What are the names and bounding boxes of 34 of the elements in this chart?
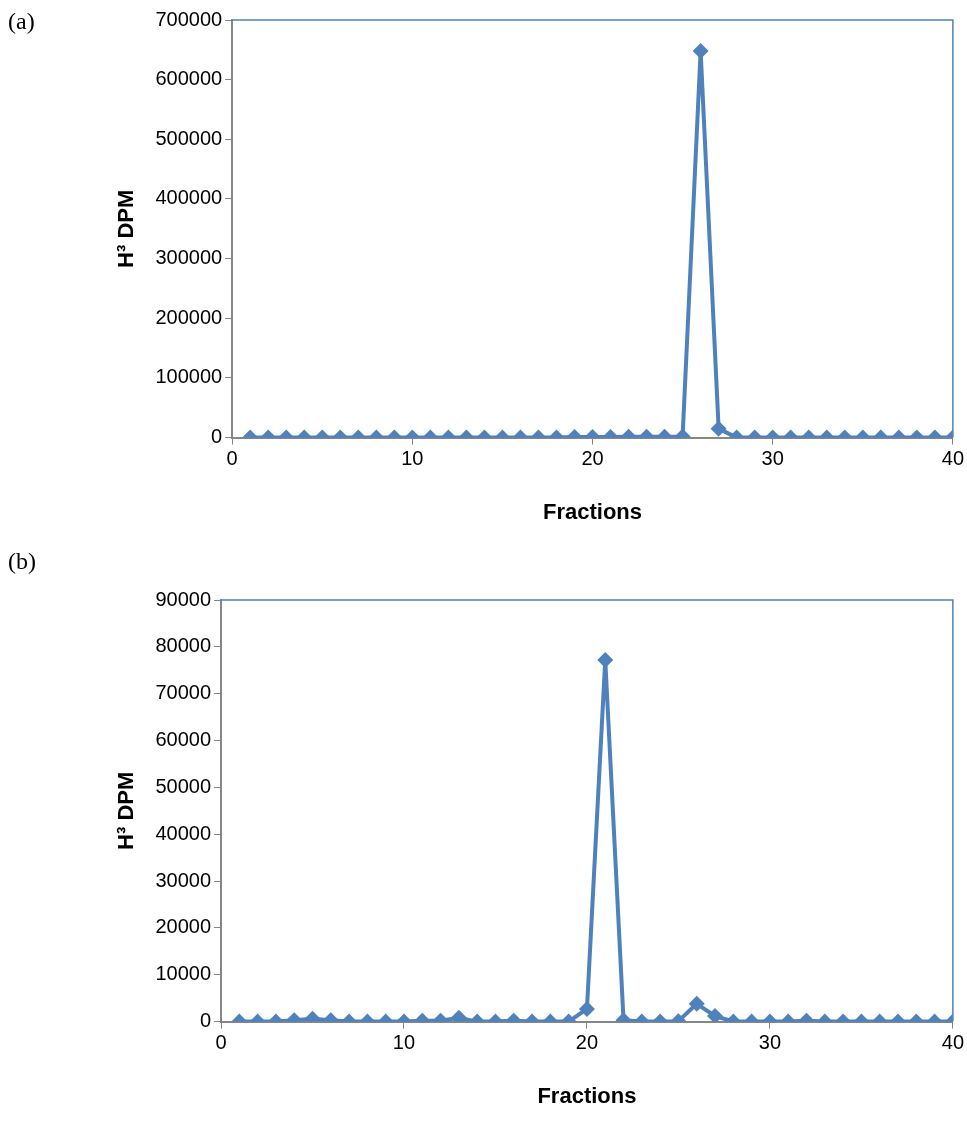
text: (b) bbox=[8, 548, 36, 575]
point bbox=[597, 651, 614, 668]
y-tick-label: 0 bbox=[199, 1009, 212, 1032]
y-tick-label: 10000 bbox=[155, 962, 212, 985]
y-tick-label: 80000 bbox=[155, 634, 212, 657]
x-axis-title: Fractions bbox=[537, 1082, 637, 1108]
y-axis-title: H³ DPM bbox=[113, 189, 139, 268]
y-tick-label: 700000 bbox=[155, 7, 223, 30]
text: (a) bbox=[8, 8, 35, 35]
y-tick-label: 60000 bbox=[155, 728, 212, 751]
x-tick-label: 0 bbox=[226, 447, 238, 470]
x-tick-label: 30 bbox=[758, 1031, 782, 1054]
y-tick-label: 500000 bbox=[155, 126, 223, 149]
y-tick-label: 50000 bbox=[155, 774, 212, 797]
y-tick-label: 300000 bbox=[155, 246, 223, 269]
x-tick-label: 20 bbox=[575, 1031, 599, 1054]
y-tick-label: 600000 bbox=[155, 67, 223, 90]
x-axis-title: Fractions bbox=[542, 498, 643, 524]
x-tick-label: 40 bbox=[941, 447, 964, 470]
y-tick-label: 30000 bbox=[155, 868, 212, 891]
x-tick-label: 40 bbox=[941, 1031, 964, 1054]
y-axis-title: H³ DPM bbox=[113, 771, 139, 850]
y-tick-label: 90000 bbox=[155, 587, 212, 610]
y-tick-label: 100000 bbox=[155, 365, 223, 388]
y-tick-label: 200000 bbox=[155, 305, 223, 328]
x-tick-label: 10 bbox=[401, 447, 424, 470]
x-tick-label: 20 bbox=[581, 447, 604, 470]
y-tick-label: 400000 bbox=[155, 186, 223, 209]
x-tick-label: 30 bbox=[761, 447, 784, 470]
y-tick-label: 70000 bbox=[155, 681, 212, 704]
y-tick-label: 20000 bbox=[155, 915, 212, 938]
y-tick-label: 0 bbox=[211, 425, 223, 448]
y-tick-label: 40000 bbox=[155, 821, 212, 844]
x-tick-label: 10 bbox=[392, 1031, 416, 1054]
